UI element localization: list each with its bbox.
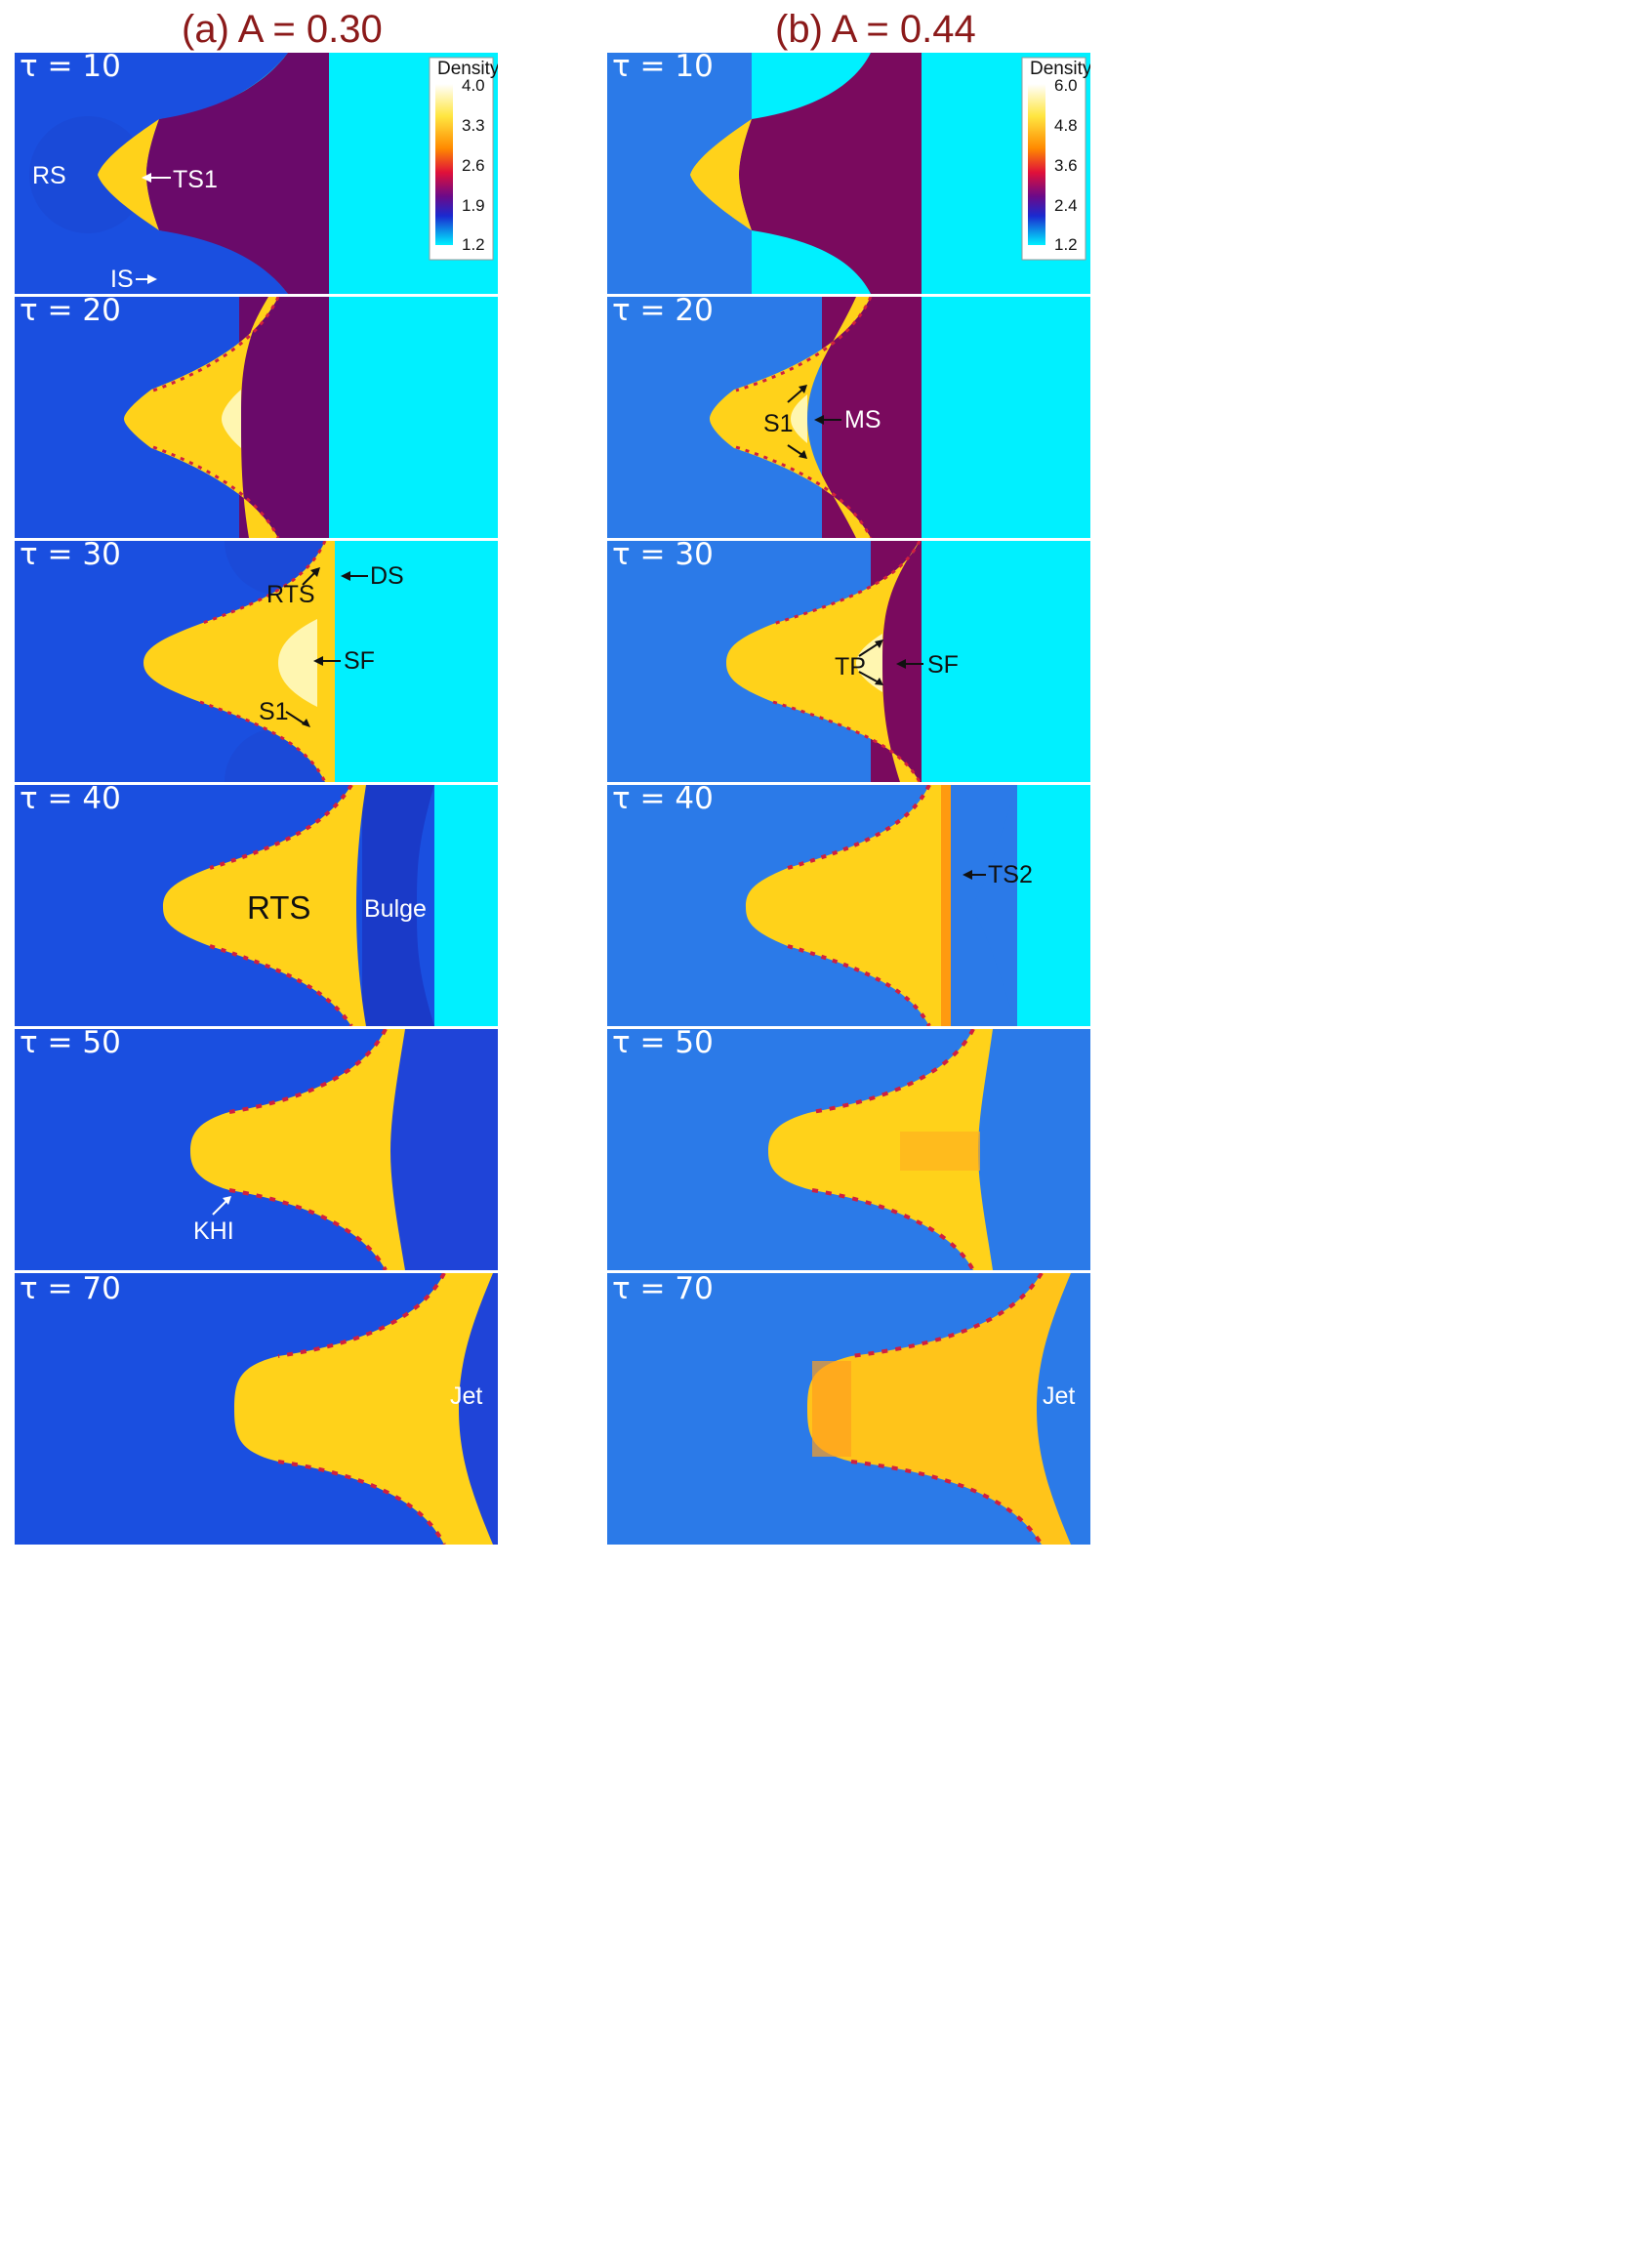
tau-label: τ = 50: [20, 1029, 121, 1060]
label-jet: Jet: [450, 1382, 482, 1410]
colorbar-tick: 3.3: [462, 116, 485, 135]
panel-a-tau30: τ = 30 RTS DS SF S1: [15, 541, 498, 782]
label-ds: DS: [370, 562, 404, 590]
panel-a-tau70: τ = 70 Jet: [15, 1273, 498, 1545]
tau-label: τ = 70: [612, 1273, 714, 1306]
colorbar-tick: 3.6: [1054, 156, 1078, 175]
panel-b-tau50: τ = 50: [607, 1029, 1090, 1270]
column-title-b: (b) A = 0.44: [775, 8, 976, 51]
label-bulge: Bulge: [364, 895, 427, 923]
tau-label: τ = 20: [20, 297, 121, 328]
label-ts1: TS1: [173, 166, 218, 193]
tau-label: τ = 70: [20, 1273, 121, 1306]
label-jet: Jet: [1043, 1382, 1075, 1410]
label-khi: KHI: [193, 1217, 234, 1245]
panel-b-tau40: τ = 40 TS2: [607, 785, 1090, 1026]
label-ts2: TS2: [988, 861, 1033, 888]
tau-label: τ = 50: [612, 1029, 714, 1060]
panel-b-tau30: τ = 30 TP SF: [607, 541, 1090, 782]
colorbar-tick: 1.9: [462, 196, 485, 215]
panel-b-tau70: τ = 70 Jet: [607, 1273, 1090, 1545]
tau-label: τ = 10: [20, 53, 121, 84]
tau-label: τ = 40: [20, 785, 121, 816]
tau-label: τ = 40: [612, 785, 714, 816]
label-s1: S1: [259, 698, 289, 725]
panel-a-tau20: τ = 20: [15, 297, 498, 538]
label-rs: RS: [32, 162, 66, 189]
label-ms: MS: [844, 406, 881, 433]
colorbar-a: Density 4.0 3.3 2.6 1.9 1.2: [429, 57, 498, 261]
label-rts: RTS: [266, 581, 315, 608]
panel-a-tau50: τ = 50 KHI: [15, 1029, 498, 1270]
panel-a-tau10: τ = 10 RS TS1 IS Density 4.0 3.3 2.6 1.9…: [15, 53, 498, 294]
label-tp: TP: [835, 653, 866, 680]
colorbar-tick: 6.0: [1054, 76, 1078, 95]
colorbar-b: Density 6.0 4.8 3.6 2.4 1.2: [1021, 57, 1090, 261]
tau-label: τ = 20: [612, 297, 714, 328]
colorbar-tick: 4.8: [1054, 116, 1078, 135]
panel-a-tau40: τ = 40 RTS Bulge: [15, 785, 498, 1026]
tau-label: τ = 30: [20, 541, 121, 572]
label-rts: RTS: [247, 889, 310, 926]
panel-b-tau20: τ = 20 S1 MS: [607, 297, 1090, 538]
label-sf: SF: [344, 647, 375, 675]
colorbar-title: Density: [1030, 59, 1090, 79]
colorbar-tick: 1.2: [1054, 235, 1078, 254]
colorbar-tick: 2.6: [462, 156, 485, 175]
panel-b-tau10: τ = 10 Density 6.0 4.8 3.6 2.4 1.2: [607, 53, 1090, 294]
colorbar-tick: 2.4: [1054, 196, 1078, 215]
tau-label: τ = 10: [612, 53, 714, 84]
label-sf: SF: [927, 651, 959, 679]
colorbar-tick: 1.2: [462, 235, 485, 254]
colorbar-title: Density: [437, 59, 498, 79]
tau-label: τ = 30: [612, 541, 714, 572]
colorbar-tick: 4.0: [462, 76, 485, 95]
label-s1: S1: [763, 410, 794, 437]
label-is: IS: [110, 266, 134, 293]
column-title-a: (a) A = 0.30: [182, 8, 383, 51]
